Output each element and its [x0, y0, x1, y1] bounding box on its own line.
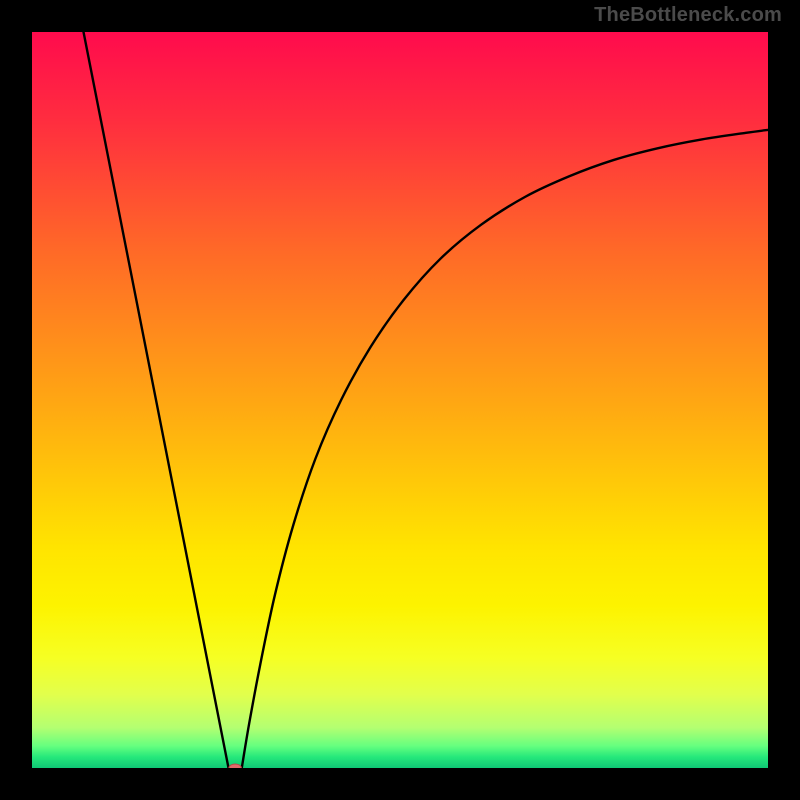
minimum-marker	[229, 764, 242, 768]
gradient-background	[32, 32, 768, 768]
bottleneck-curve-chart	[32, 32, 768, 768]
watermark-text: TheBottleneck.com	[594, 4, 782, 27]
chart-frame: TheBottleneck.com	[0, 0, 800, 800]
